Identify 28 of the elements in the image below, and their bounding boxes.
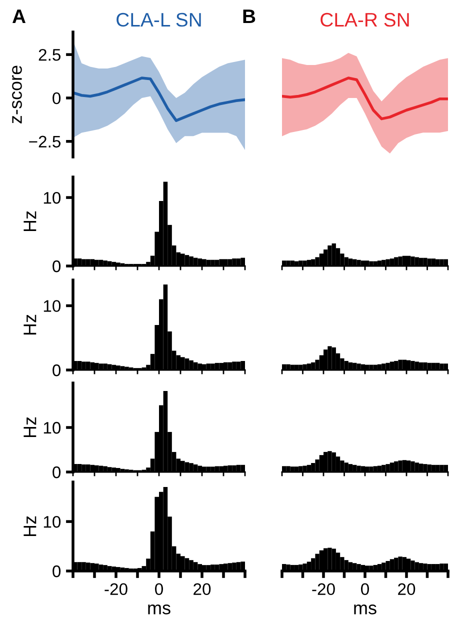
text: A (12, 10, 26, 24)
y-axis-title: Hz (24, 516, 36, 536)
y-axis-title: Hz (24, 417, 36, 438)
y-tick-label: 0 (52, 260, 61, 272)
y-tick-label: 0 (52, 92, 61, 104)
y-axis-title: Hz (24, 314, 36, 335)
chart-title: CLA-L SN (116, 12, 201, 27)
x-tick-label: 20 (398, 583, 416, 596)
x-axis-title: ms (354, 604, 376, 614)
x-tick-label: -20 (104, 583, 128, 596)
y-axis-title: Hz (24, 211, 36, 232)
y-tick-label: 10 (44, 422, 61, 434)
y-tick-label: 0 (52, 466, 61, 478)
chart-title: CLA-R SN (320, 12, 409, 27)
y-tick-label: 0 (52, 565, 61, 578)
x-axis-title: ms (148, 604, 170, 614)
x-tick-label: 0 (155, 583, 163, 596)
y-tick-label: −2.5 (29, 136, 60, 148)
text: B (243, 10, 256, 24)
y-tick-label: 10 (44, 516, 61, 528)
y-tick-label: 0 (52, 364, 61, 376)
x-tick-label: -20 (312, 583, 335, 596)
y-tick-label: 10 (44, 300, 61, 312)
x-tick-label: 0 (361, 583, 369, 596)
y-tick-label: 2.5 (38, 48, 60, 61)
x-tick-label: 20 (194, 583, 211, 596)
y-axis-title: z-score (12, 66, 22, 124)
y-tick-label: 10 (44, 192, 61, 204)
